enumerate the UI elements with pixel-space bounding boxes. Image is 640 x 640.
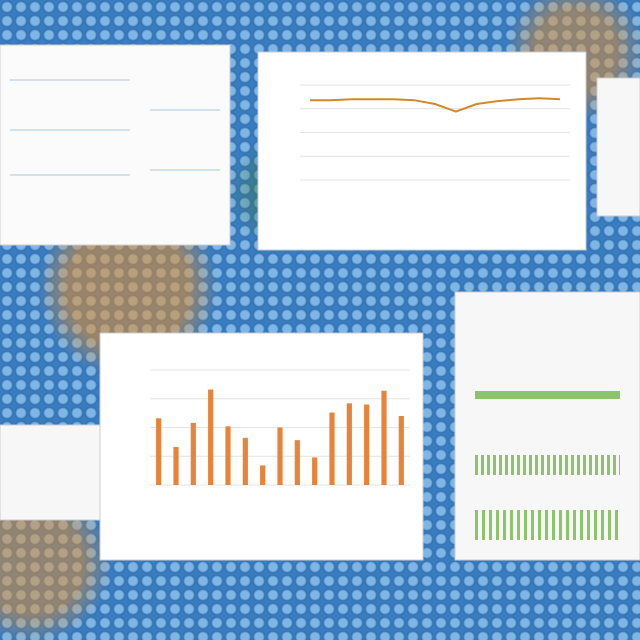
bar [208,389,214,485]
bar [364,404,370,485]
bar [190,422,196,485]
sketch-lines [10,79,220,176]
panel [0,424,101,521]
sketch-lines [475,391,620,540]
bar [277,427,283,485]
bar [242,437,248,485]
bar [346,403,352,485]
panel [99,332,424,561]
panel [596,77,640,217]
bar [381,390,387,485]
bar [398,416,404,485]
panel [0,44,231,246]
bar [312,457,318,485]
panel [257,51,587,251]
bar [156,418,162,485]
bar [294,440,300,485]
line [310,97,561,113]
bar [173,447,179,485]
bar [225,426,231,485]
bar [260,465,266,485]
bar [329,412,335,485]
